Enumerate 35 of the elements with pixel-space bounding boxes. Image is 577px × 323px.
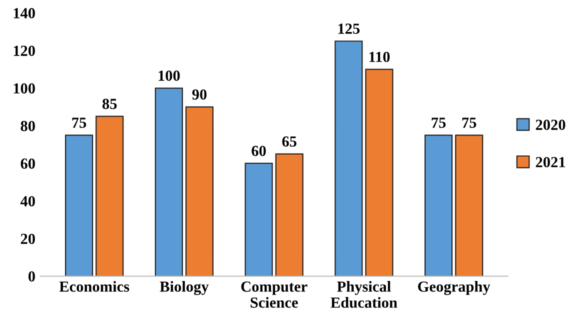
bar	[334, 40, 363, 276]
bar	[185, 106, 214, 276]
x-tick-label: Physical Education	[330, 281, 398, 308]
y-tick-label: 0	[28, 271, 35, 282]
y-tick-label: 60	[20, 158, 35, 169]
data-label: 75	[72, 118, 86, 128]
data-label: 100	[158, 70, 180, 81]
x-tick-label: Geography	[418, 281, 490, 295]
x-tick-label: Economics	[59, 281, 130, 292]
y-tick-label: 80	[20, 120, 35, 132]
bar	[424, 134, 453, 276]
y-tick-label: 120	[14, 46, 35, 56]
data-label: 75	[432, 118, 446, 128]
x-tick-label: Biology	[160, 281, 209, 295]
data-label: 90	[192, 89, 207, 100]
legend-label: 2020	[536, 120, 566, 130]
data-label: 110	[369, 52, 390, 62]
bar	[455, 134, 484, 276]
y-tick-label: 40	[20, 196, 35, 206]
data-label: 125	[338, 24, 360, 34]
data-label: 60	[252, 146, 266, 156]
bar	[154, 88, 183, 276]
bar	[96, 116, 124, 276]
legend-label: 2021	[536, 156, 566, 168]
x-tick-label: Computer Science	[241, 282, 308, 308]
bar	[365, 68, 394, 276]
data-label: 75	[462, 118, 476, 128]
bar	[275, 153, 304, 276]
bar	[244, 162, 273, 276]
bar	[65, 134, 94, 276]
y-tick-label: 140	[14, 8, 35, 18]
y-tick-label: 100	[14, 83, 35, 94]
data-label: 85	[102, 98, 117, 110]
y-tick-label: 20	[20, 234, 35, 244]
data-label: 65	[282, 136, 296, 147]
